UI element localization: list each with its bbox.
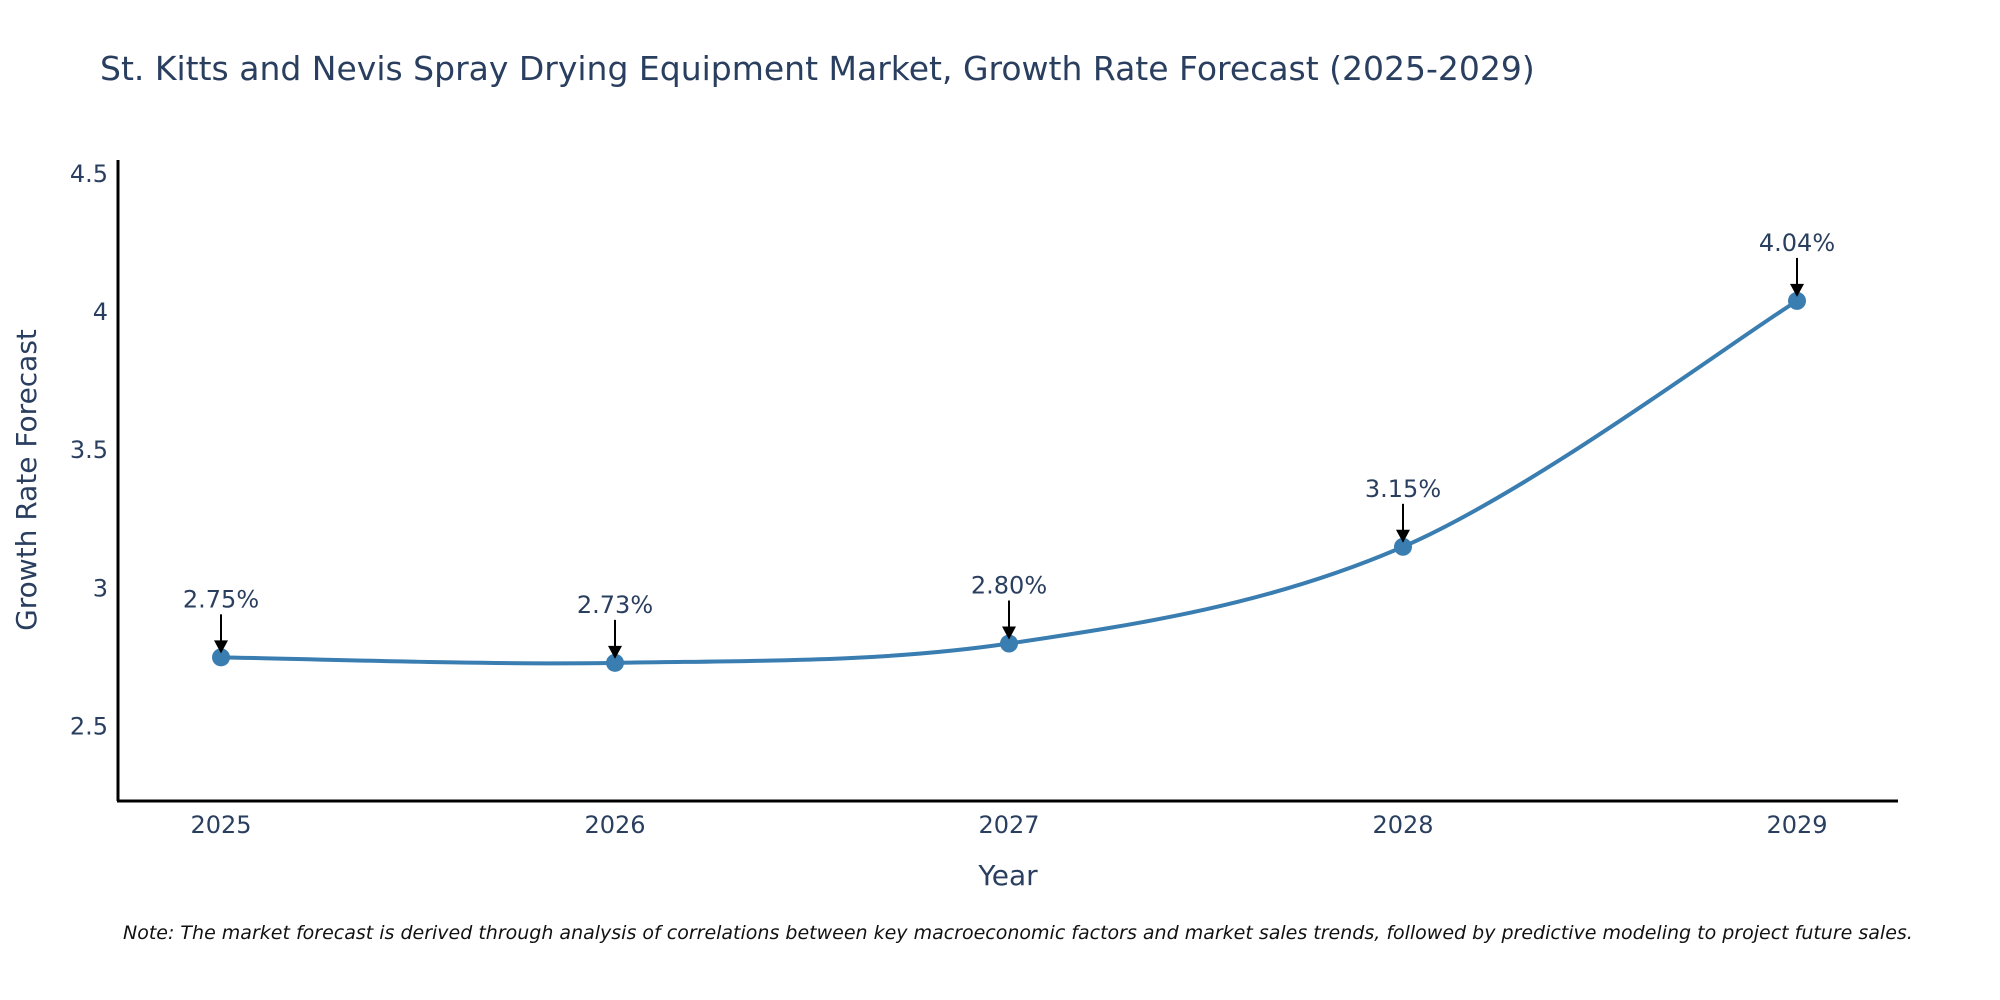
x-axis-ticks: 2025 2026 2027 2028 2029 <box>190 811 1827 839</box>
data-label: 4.04% <box>1759 229 1835 257</box>
data-point[interactable] <box>606 653 624 672</box>
x-tick-label: 2028 <box>1372 811 1433 839</box>
data-point[interactable] <box>1788 291 1806 310</box>
x-tick-label: 2025 <box>190 811 251 839</box>
annotation-arrow-head <box>1790 283 1804 297</box>
y-tick-label: 3.5 <box>70 436 108 464</box>
data-point[interactable] <box>212 648 230 667</box>
annotation-arrow-head <box>608 645 622 659</box>
y-tick-label: 4 <box>93 298 108 326</box>
data-label: 3.15% <box>1365 475 1441 503</box>
data-point[interactable] <box>1394 537 1412 556</box>
data-label: 2.80% <box>971 572 1047 600</box>
annotations: 2.75% 2.73% 2.80% 3.15% 4.04% <box>183 229 1835 659</box>
y-axis-ticks: 2.5 3 3.5 4 4.5 <box>70 160 108 741</box>
y-tick-label: 3 <box>93 574 108 602</box>
x-tick-label: 2027 <box>978 811 1039 839</box>
data-point[interactable] <box>1000 634 1018 653</box>
data-label: 2.75% <box>183 585 259 613</box>
x-tick-label: 2029 <box>1766 811 1827 839</box>
y-tick-label: 2.5 <box>70 712 108 740</box>
footnote: Note: The market forecast is derived thr… <box>123 922 1913 944</box>
data-points <box>212 291 1806 672</box>
x-tick-label: 2026 <box>584 811 645 839</box>
x-axis-title: Year <box>977 859 1038 892</box>
data-label: 2.73% <box>577 591 653 619</box>
annotation-arrow-head <box>1002 626 1016 640</box>
annotation-arrow-head <box>214 640 228 654</box>
annotation-arrow-head <box>1396 529 1410 543</box>
chart-title: St. Kitts and Nevis Spray Drying Equipme… <box>100 49 1535 88</box>
y-tick-label: 4.5 <box>70 160 108 188</box>
series-line <box>220 299 1799 666</box>
y-axis-title: Growth Rate Forecast <box>10 329 43 631</box>
